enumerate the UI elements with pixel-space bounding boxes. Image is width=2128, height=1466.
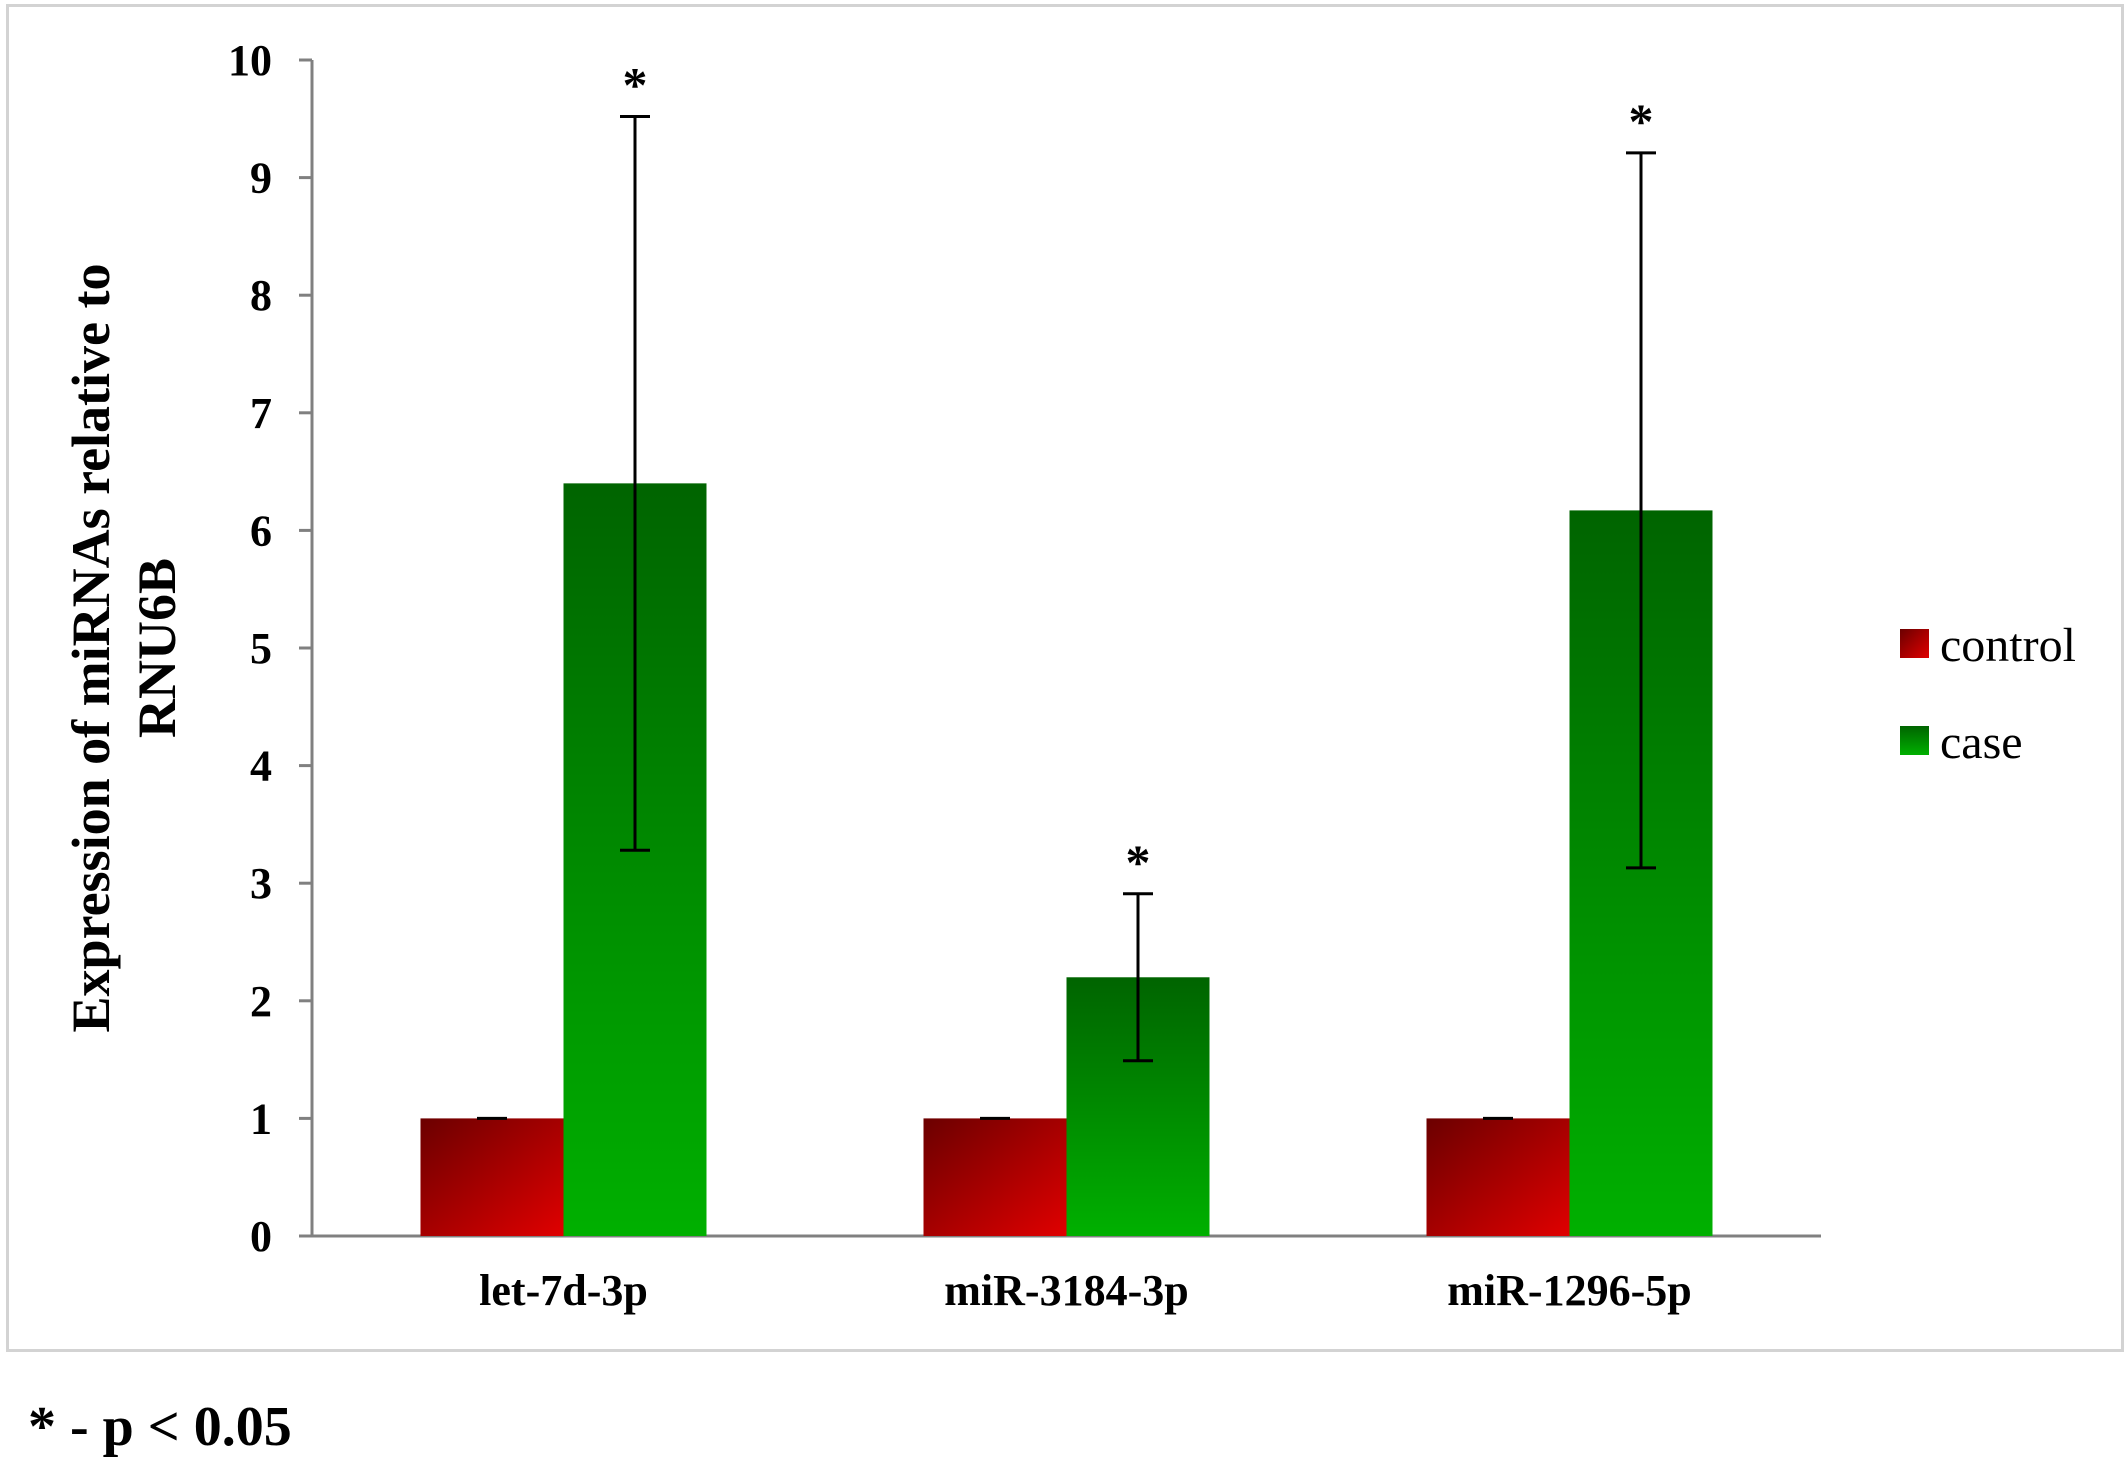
significance-star: * [1126,834,1151,890]
significance-star: * [1629,93,1654,149]
chart-frame: Expression of miRNAs relative to RNU6B 0 1… [6,4,2124,1352]
y-tick-label: 4 [250,742,272,791]
y-tick-label: 0 [250,1212,272,1261]
legend-label-control: control [1940,619,2076,672]
category-label: let-7d-3p [479,1266,648,1315]
y-tick-label: 6 [250,506,272,555]
y-axis-title-line: Expression of miRNAs relative to [61,264,121,1033]
bar-chart: Expression of miRNAs relative to RNU6B 0 1… [61,36,2076,1315]
y-tick-label: 2 [250,977,272,1026]
bar-control-2 [1426,1118,1570,1236]
significance-star: * [623,56,648,112]
legend-swatch-case [1900,726,1929,755]
y-tick-label: 7 [250,389,272,438]
significance-footnote: * - p < 0.05 [28,1396,292,1458]
bar-control-0 [420,1118,564,1236]
labels: * let-7d-3p * miR-3184-3p * miR-1296-5p [479,56,1692,1315]
bar-control-1 [923,1118,1067,1236]
bars [420,483,1713,1237]
y-axis-title: Expression of miRNAs relative to RNU6B [61,264,187,1033]
y-tick-label: 3 [250,859,272,908]
legend-label-case: case [1940,716,2023,769]
y-tick-label: 5 [250,624,272,673]
y-axis-title-line: RNU6B [127,558,187,738]
y-tick-label: 8 [250,271,272,320]
legend: control case [1900,619,2076,769]
y-tick-label: 10 [228,36,272,85]
error-bars [477,114,1656,1120]
legend-swatch-control [1900,629,1929,658]
category-label: miR-3184-3p [944,1266,1188,1315]
y-tick-label: 1 [250,1094,272,1143]
y-tick-label: 9 [250,154,272,203]
category-label: miR-1296-5p [1447,1266,1691,1315]
